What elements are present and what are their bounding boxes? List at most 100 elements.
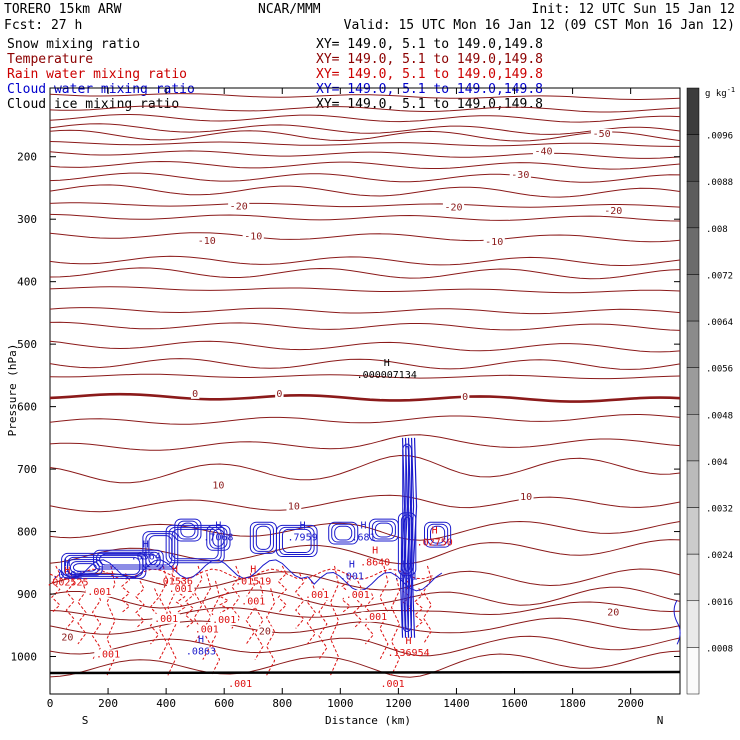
rain-contour — [149, 588, 160, 645]
cloud-water-contour — [174, 518, 202, 542]
isotherm-label-bg — [210, 480, 226, 491]
isotherm-label-bg — [242, 231, 264, 242]
cloud-water-contour — [209, 526, 228, 549]
rain-contour-label-bg — [226, 678, 254, 689]
legend-xy-snow: XY= 149.0, 5.1 to 149.0,149.8 — [316, 37, 543, 52]
y-tick-label: 900 — [17, 588, 37, 601]
x-tick-label: 1000 — [327, 697, 354, 710]
rain-contour-label-bg — [303, 590, 331, 601]
cloud-water-max-value: .7068 — [203, 533, 233, 544]
cloud-water-contour — [374, 522, 393, 538]
isotherm — [49, 93, 681, 101]
rain-contour-label-bg — [85, 586, 114, 597]
colorbar-segment — [686, 507, 700, 555]
rain-contour — [245, 573, 255, 645]
rain-contour-label: .001 — [87, 587, 111, 598]
colorbar-tick-label: .0096 — [706, 132, 733, 142]
cloud-water-max-value: .6564 — [131, 551, 161, 562]
rain-contour-label-bg — [192, 624, 221, 635]
isotherm-label-bg — [442, 202, 465, 213]
isotherm — [49, 184, 681, 198]
cloud-water-max-marker: H — [361, 521, 367, 532]
colorbar-segment — [686, 414, 700, 462]
colorbar-tick-label: .0088 — [706, 178, 733, 188]
colorbar-tick-label: .0032 — [706, 505, 733, 515]
x-tick-label: 1200 — [385, 697, 412, 710]
cloud-water-column — [408, 437, 415, 638]
cloud-water-contour — [212, 528, 225, 547]
isotherm-label-bg — [460, 391, 470, 402]
colorbar-tick-label: .0048 — [706, 411, 733, 421]
rain-contour-label-bg — [361, 611, 389, 622]
cloud-water-contour — [424, 521, 452, 548]
init-time: Init: 12 UTC Sun 15 Jan 12 — [532, 2, 736, 17]
x-tick-label: 800 — [272, 697, 292, 710]
y-tick-label: 500 — [17, 338, 37, 351]
cloud-water-contour — [278, 526, 315, 556]
colorbar-tick-label: .0056 — [706, 365, 733, 375]
colorbar-segment — [686, 274, 700, 322]
cloud-water-contour — [206, 524, 231, 551]
cloud-water-contour — [334, 525, 353, 541]
rain-water-max-marker: H — [406, 636, 412, 647]
x-tick-label: 1800 — [559, 697, 586, 710]
isotherm — [49, 321, 681, 331]
legend-label-rain: Rain water mixing ratio — [7, 67, 187, 82]
cloud-water-max-marker: H — [143, 539, 149, 550]
legend: Snow mixing ratio XY= 149.0, 5.1 to 149.… — [7, 37, 543, 112]
rain-contour-label: .001 — [363, 612, 387, 623]
plot-frame — [49, 87, 681, 695]
center-title: NCAR/MMM — [258, 2, 321, 17]
x-tick-label: 1400 — [443, 697, 470, 710]
rain-contour — [390, 573, 401, 676]
colorbar-unit: g kg-1 — [705, 86, 735, 99]
isotherm-label: -30 — [511, 170, 529, 181]
colorbar-tick-label: .0016 — [706, 598, 733, 608]
isotherm-label: -20 — [604, 206, 622, 217]
isotherm — [49, 358, 681, 370]
colorbar-segment — [686, 367, 700, 415]
rain-contour-label: .001 — [346, 590, 370, 601]
isotherm-label: 0 — [276, 389, 282, 400]
isotherm-label: 0 — [462, 392, 468, 403]
isotherm-label-bg — [532, 146, 555, 157]
isotherm — [49, 232, 681, 243]
rain-contour — [91, 588, 102, 660]
rain-water-max-marker: H — [172, 564, 178, 575]
rain-water-max-value: .136954 — [387, 648, 429, 659]
rain-water-max-marker: H — [372, 546, 378, 557]
colorbar-tick-label: .0008 — [706, 644, 733, 654]
cloud-water-contour — [252, 523, 274, 552]
isotherm-label: 10 — [288, 501, 300, 512]
rain-water-max-value: .8640 — [360, 558, 390, 569]
cloud-water-contour — [99, 553, 158, 566]
isotherm-label: 20 — [61, 633, 73, 644]
isotherm-label-bg — [483, 237, 505, 248]
rain-water-max-value: .02750 — [417, 538, 453, 549]
y-tick-label: 700 — [17, 463, 37, 476]
cloud-water-contour — [66, 559, 103, 576]
legend-xy-rain: XY= 149.0, 5.1 to 149.0,149.8 — [316, 67, 543, 82]
north-label: N — [657, 714, 664, 727]
rain-contour-label: .001 — [228, 679, 252, 690]
y-tick-label: 200 — [17, 151, 37, 164]
isotherm — [49, 413, 681, 425]
rain-contour — [219, 588, 230, 614]
isotherm-label: 0 — [192, 389, 198, 400]
isotherm-label-bg — [190, 388, 200, 399]
south-label: S — [82, 714, 89, 727]
isotherm-label-bg — [518, 491, 534, 502]
colorbar-segment — [686, 87, 700, 135]
colorbar-tick-label: .008 — [706, 225, 728, 235]
rain-contour — [295, 573, 305, 629]
colorbar-segment — [686, 134, 700, 182]
isotherm — [49, 568, 681, 591]
rain-contour-label: .001 — [195, 624, 219, 635]
isotherm — [49, 635, 681, 657]
isotherm — [49, 213, 681, 222]
contour-labels: -50 -40 -30 -20 -20 -20 -10 -10 -10 0 0 0 10 10 10 20 20… — [46, 128, 624, 690]
isotherm — [49, 105, 681, 113]
isotherm-label-bg — [60, 632, 75, 643]
isotherm — [49, 150, 681, 159]
y-tick-label: 600 — [17, 401, 37, 414]
